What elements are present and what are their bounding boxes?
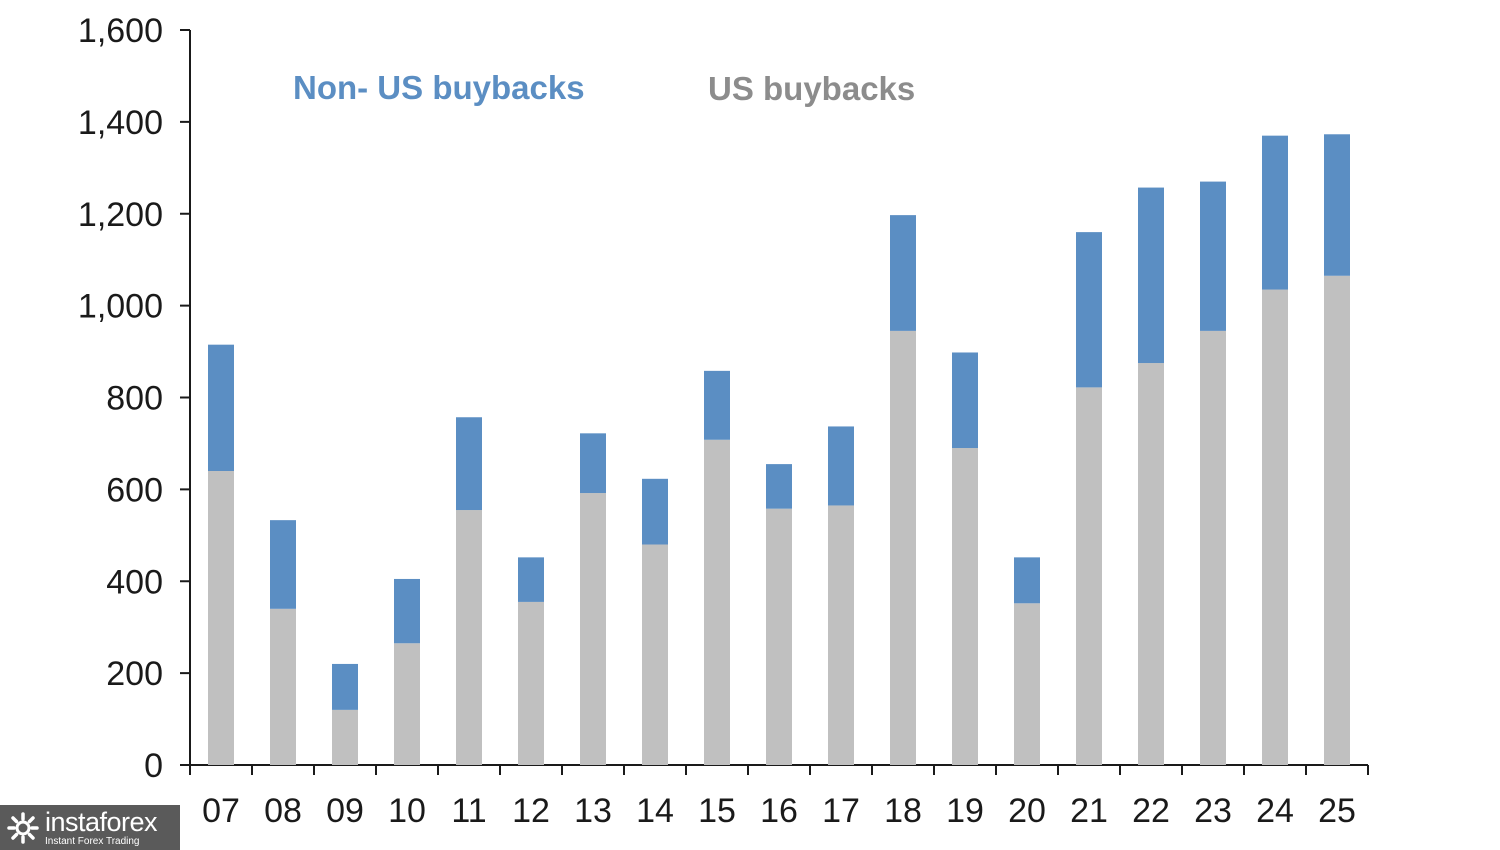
y-tick-label: 200 bbox=[106, 655, 163, 693]
bar-us-buybacks bbox=[394, 643, 420, 765]
bar-us-buybacks bbox=[704, 439, 730, 765]
bar-non-us-buybacks bbox=[456, 417, 482, 511]
bar-us-buybacks bbox=[828, 505, 854, 765]
x-tick-label: 20 bbox=[1008, 792, 1046, 830]
bar-non-us-buybacks bbox=[766, 464, 792, 509]
bar-us-buybacks bbox=[1262, 289, 1288, 765]
x-tick-label: 10 bbox=[388, 792, 426, 830]
y-tick-label: 1,200 bbox=[78, 196, 163, 234]
y-tick-label: 0 bbox=[144, 747, 163, 785]
bar-us-buybacks bbox=[518, 601, 544, 765]
bar-us-buybacks bbox=[1200, 330, 1226, 765]
bar-us-buybacks bbox=[456, 510, 482, 765]
bar-non-us-buybacks bbox=[1014, 557, 1040, 604]
legend-non-us-buybacks: Non- US buybacks bbox=[293, 69, 585, 106]
bar-non-us-buybacks bbox=[208, 344, 234, 471]
watermark-brand: instaforex bbox=[45, 806, 158, 837]
bars bbox=[208, 134, 1350, 765]
legend-us-buybacks: US buybacks bbox=[708, 70, 915, 107]
x-tick-label: 11 bbox=[451, 792, 486, 830]
bar-non-us-buybacks bbox=[394, 578, 420, 644]
bar-non-us-buybacks bbox=[580, 433, 606, 494]
x-tick-label: 17 bbox=[822, 792, 860, 830]
bar-non-us-buybacks bbox=[1200, 181, 1226, 331]
bar-us-buybacks bbox=[1076, 387, 1102, 765]
x-tick-label: 21 bbox=[1070, 792, 1108, 830]
x-tick-label: 24 bbox=[1256, 792, 1294, 830]
x-tick-label: 18 bbox=[884, 792, 922, 830]
bar-non-us-buybacks bbox=[642, 478, 668, 545]
bar-non-us-buybacks bbox=[518, 557, 544, 602]
x-axis: 07 08 09 10 11 12 13 14 15 16 17 18 19 20 21 22 23 24 25 bbox=[189, 764, 1369, 830]
x-tick-label: 22 bbox=[1132, 792, 1170, 830]
x-tick-label: 12 bbox=[512, 792, 550, 830]
bar-us-buybacks bbox=[890, 330, 916, 765]
x-tick-label: 25 bbox=[1318, 792, 1356, 830]
bar-non-us-buybacks bbox=[1324, 134, 1350, 276]
x-tick-label: 08 bbox=[264, 792, 302, 830]
y-tick-label: 1,000 bbox=[78, 288, 163, 326]
bar-non-us-buybacks bbox=[332, 663, 358, 710]
bar-us-buybacks bbox=[952, 448, 978, 765]
x-tick-label: 13 bbox=[574, 792, 612, 830]
bar-non-us-buybacks bbox=[1076, 232, 1102, 388]
bar-us-buybacks bbox=[642, 544, 668, 765]
y-tick-label: 800 bbox=[106, 380, 163, 418]
bar-non-us-buybacks bbox=[704, 370, 730, 440]
bar-us-buybacks bbox=[766, 508, 792, 765]
legend: Non- US buybacks US buybacks bbox=[293, 69, 915, 107]
x-tick-label: 16 bbox=[760, 792, 798, 830]
bar-us-buybacks bbox=[1324, 275, 1350, 765]
x-tick-label: 15 bbox=[698, 792, 736, 830]
x-tick-label: 23 bbox=[1194, 792, 1232, 830]
bar-us-buybacks bbox=[1014, 603, 1040, 765]
x-tick-label: 09 bbox=[326, 792, 364, 830]
y-tick-label: 1,600 bbox=[78, 12, 163, 50]
bar-non-us-buybacks bbox=[828, 426, 854, 506]
bar-us-buybacks bbox=[208, 471, 234, 765]
bar-us-buybacks bbox=[270, 608, 296, 765]
x-tick-label: 07 bbox=[202, 792, 240, 830]
bar-non-us-buybacks bbox=[952, 352, 978, 449]
y-tick-label: 400 bbox=[106, 563, 163, 601]
instaforex-watermark: instaforex Instant Forex Trading bbox=[0, 805, 180, 850]
y-tick-label: 600 bbox=[106, 471, 163, 509]
bar-us-buybacks bbox=[1138, 363, 1164, 765]
bar-us-buybacks bbox=[580, 493, 606, 765]
bar-non-us-buybacks bbox=[270, 520, 296, 609]
bar-non-us-buybacks bbox=[1138, 187, 1164, 364]
x-tick-label: 19 bbox=[946, 792, 984, 830]
y-tick-label: 1,400 bbox=[78, 104, 163, 142]
gear-icon bbox=[7, 811, 39, 844]
x-tick-label: 14 bbox=[636, 792, 674, 830]
watermark-tagline: Instant Forex Trading bbox=[45, 835, 140, 847]
bar-non-us-buybacks bbox=[1262, 135, 1288, 290]
y-axis: 0 200 400 600 800 1,000 1,200 1,400 1,600 bbox=[78, 12, 191, 785]
bar-non-us-buybacks bbox=[890, 215, 916, 331]
bar-us-buybacks bbox=[332, 709, 358, 765]
